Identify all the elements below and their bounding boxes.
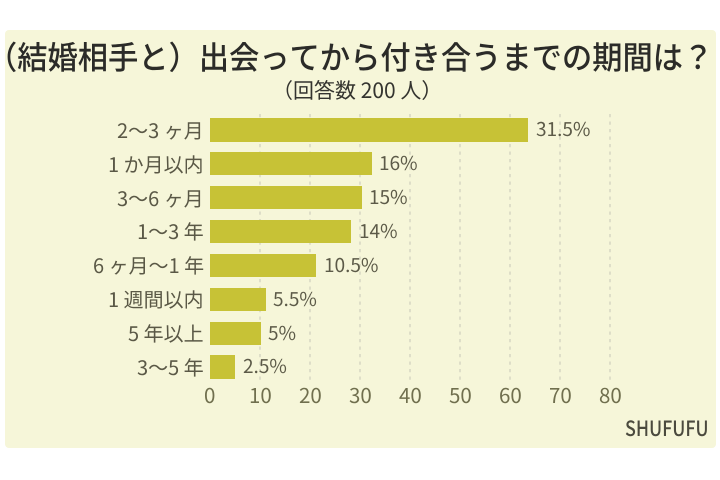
x-tick-label-glyphs [499,388,521,404]
percent-label: 14% [359,223,397,239]
percent-label-glyphs [380,156,417,171]
bar [210,355,236,379]
gridlines [259,114,611,380]
category-label: 6 ヶ月〜1 年 [93,256,203,275]
bar [210,321,261,345]
percent-label: 31.5% [536,122,590,137]
chart-subtitle-glyphs [286,80,428,100]
percent-label: 15% [369,189,407,205]
x-tick-label: 20 [299,388,321,404]
bar [210,219,352,244]
percent-label: 5% [268,325,296,341]
bar [210,186,362,210]
category-label: 1 か月以内 [108,154,202,174]
category-label-glyphs [110,154,202,174]
category-label: 3〜6 ヶ月 [117,189,201,208]
category-label-glyphs [110,290,202,309]
chart-panel [5,30,716,448]
x-tick-label: 40 [398,388,421,404]
percent-label: 2.5% [243,359,286,374]
category-label: 3〜5 年 [137,357,204,377]
percent-label-glyphs [243,359,286,374]
percent-label-glyphs [360,223,397,239]
category-label-glyphs [93,256,203,275]
category-label-glyphs [137,357,204,377]
percent-label: 10.5% [324,257,378,273]
category-label: 5 年以上 [128,324,203,343]
x-tick-label: 0 [204,388,215,404]
x-tick-label: 10 [249,388,271,404]
x-tick-label-glyphs [250,388,271,404]
bar [210,118,529,142]
x-tick-label-glyphs [205,388,215,404]
x-tick-label-glyphs [398,388,421,404]
x-tick-label-glyphs [549,388,571,404]
category-label: 1〜3 年 [137,222,204,241]
category-label-glyphs [139,222,204,241]
percent-label-glyphs [536,122,590,137]
category-label: 2〜3 ヶ月 [117,122,201,140]
brand-logo: SHUFUFU [625,419,707,437]
bar [210,253,316,278]
x-tick-label-glyphs [599,388,621,404]
bar [210,152,372,176]
percent-label-glyphs [268,325,296,340]
percent-label-glyphs [273,291,317,306]
x-tick-label: 80 [599,388,621,404]
percent-label: 5.5% [273,291,317,307]
category-label-glyphs [118,122,201,140]
x-tick-label: 30 [349,388,371,404]
chart-subtitle: （回答数 200 人） [272,80,428,100]
x-tick-label: 50 [449,388,471,404]
bar [210,287,266,311]
x-tick-label-glyphs [349,388,371,404]
category-label-glyphs [128,324,203,343]
category-label: 1 週間以内 [108,290,202,309]
percent-label-glyphs [370,189,407,205]
category-label-glyphs [117,189,201,208]
percent-label: 16% [379,156,417,171]
x-tick-label: 70 [549,388,571,404]
x-tick-label-glyphs [449,388,471,404]
x-tick-label: 60 [499,388,521,404]
x-tick-label-glyphs [299,388,321,404]
percent-label-glyphs [325,257,378,273]
brand-logo-glyphs [625,419,707,437]
